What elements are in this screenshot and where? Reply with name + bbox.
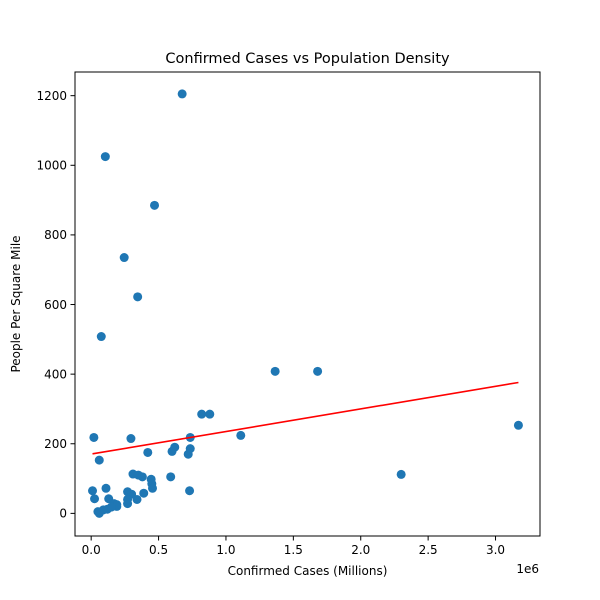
y-tick-label: 1200 <box>36 89 67 103</box>
data-point <box>170 442 180 452</box>
data-point <box>177 89 187 99</box>
x-tick-label: 3.0 <box>486 543 505 557</box>
y-tick-label: 600 <box>44 298 67 312</box>
data-point <box>119 253 129 263</box>
y-tick-label: 0 <box>59 507 67 521</box>
data-point <box>137 472 147 482</box>
y-tick-label: 1000 <box>36 159 67 173</box>
data-point <box>270 366 280 376</box>
data-point <box>236 430 246 440</box>
trendline <box>92 381 519 455</box>
data-point <box>89 432 99 442</box>
data-point <box>185 444 195 454</box>
x-axis-offset-label: 1e6 <box>516 562 539 576</box>
data-point <box>143 447 153 457</box>
x-tick-label: 0.0 <box>82 543 101 557</box>
x-tick-label: 1.0 <box>216 543 235 557</box>
data-point <box>197 409 207 419</box>
y-tick-label: 400 <box>44 367 67 381</box>
x-tick-label: 2.0 <box>351 543 370 557</box>
x-axis-label: Confirmed Cases (Millions) <box>228 564 388 578</box>
y-axis: 0 200 400 600 800 1000 1200 <box>36 89 75 521</box>
data-point <box>150 200 160 210</box>
data-point <box>94 455 104 465</box>
data-point <box>205 409 215 419</box>
data-point <box>106 502 116 512</box>
data-point <box>166 472 176 482</box>
y-tick-label: 800 <box>44 228 67 242</box>
x-tick-label: 2.5 <box>419 543 438 557</box>
data-point <box>100 152 110 162</box>
data-point <box>313 366 323 376</box>
data-point <box>139 488 149 498</box>
plot-area <box>88 89 523 518</box>
x-tick-label: 1.5 <box>284 543 303 557</box>
data-point <box>513 420 523 430</box>
data-point <box>126 434 136 444</box>
data-point <box>90 494 100 504</box>
data-point <box>96 332 106 342</box>
chart-title: Confirmed Cases vs Population Density <box>165 51 450 67</box>
data-point <box>101 483 111 493</box>
data-point <box>396 469 406 479</box>
data-point <box>94 508 104 518</box>
y-axis-label: People Per Square Mile <box>9 235 23 372</box>
data-point <box>133 292 143 302</box>
data-point <box>148 483 157 493</box>
axes-frame <box>74 71 541 537</box>
data-point <box>185 486 195 496</box>
data-point <box>88 486 98 496</box>
y-tick-label: 200 <box>44 437 67 451</box>
data-point <box>123 494 133 504</box>
x-axis: 0.0 0.5 1.0 1.5 2.0 2.5 3.0 <box>82 536 505 557</box>
x-tick-label: 0.5 <box>149 543 168 557</box>
